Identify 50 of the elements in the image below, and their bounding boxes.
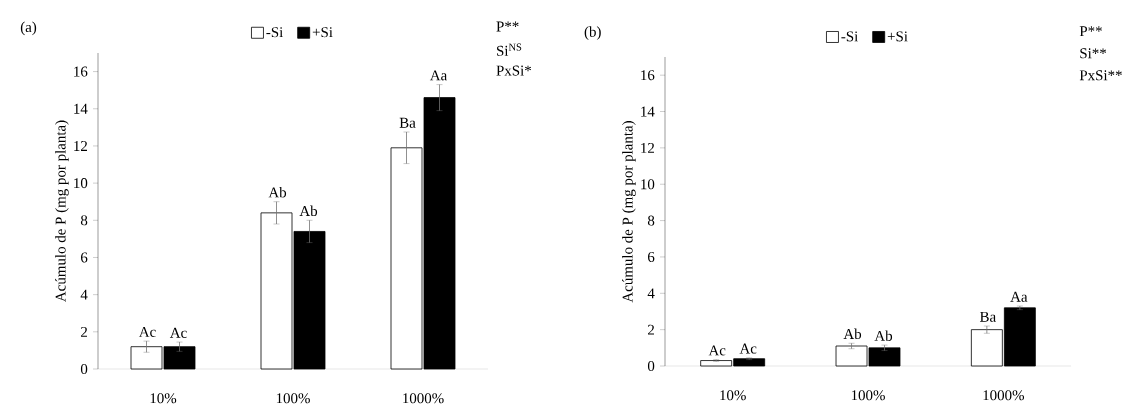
x-tick-label: 10% <box>150 393 177 404</box>
legend-label: +Si <box>887 31 908 42</box>
y-tick-label: 16 <box>74 66 88 77</box>
annotation: Ab <box>843 328 862 340</box>
y-tick-label: 8 <box>647 215 655 226</box>
text: PxSi* <box>496 65 531 76</box>
legend-label: +Si <box>312 27 333 38</box>
annotation: Ac <box>138 326 156 337</box>
x-tick-label: 1000% <box>403 393 444 404</box>
chart-title: (a) <box>20 21 37 36</box>
y-tick-label: 6 <box>648 251 655 262</box>
annotation: Ba <box>399 117 416 128</box>
y-tick-label: 10 <box>641 179 655 190</box>
annotation: Ac <box>739 343 757 354</box>
y-tick-label: 14 <box>74 103 88 114</box>
x-tick-label: 10% <box>720 390 746 401</box>
y-tick-label: 2 <box>81 326 87 337</box>
text: P** <box>496 21 519 32</box>
y-tick-label: 8 <box>80 215 88 226</box>
legend-label: -Si <box>841 31 858 42</box>
text: P** <box>1079 26 1102 37</box>
x-tick-label: 1000% <box>983 390 1025 401</box>
annotation: Ac <box>169 327 187 338</box>
y-tick-label: 12 <box>74 141 87 151</box>
annotation: Aa <box>1010 291 1028 302</box>
y-tick-label: 4 <box>80 289 88 300</box>
y-axis-title: Acúmulo de P (mg por planta) <box>622 121 636 303</box>
annotation: Ac <box>708 345 726 356</box>
annotation: Ba <box>979 311 996 322</box>
text: Si** <box>1080 48 1107 59</box>
y-tick-label: 0 <box>647 360 655 372</box>
y-tick-label: 12 <box>641 142 654 153</box>
text: PxSi** <box>1079 70 1122 81</box>
y-tick-label: 16 <box>641 70 655 81</box>
x-tick-label: 100% <box>851 390 885 401</box>
y-tick-label: 4 <box>647 288 655 299</box>
chart-title: (b) <box>584 26 601 40</box>
y-tick-label: 10 <box>74 178 88 189</box>
x-tick-label: 100% <box>276 393 310 404</box>
annotation: Ab <box>299 205 318 217</box>
annotation: Ab <box>874 330 893 341</box>
annotation: Aa <box>429 70 448 81</box>
y-tick-label: 2 <box>648 324 654 335</box>
text: Si$^{NS}$ <box>497 43 522 56</box>
y-tick-label: 0 <box>80 363 88 375</box>
y-tick-label: 14 <box>641 106 655 117</box>
legend-label: -Si <box>266 27 283 38</box>
y-tick-label: 6 <box>80 252 88 263</box>
annotation: Ab <box>268 187 287 198</box>
y-axis-title: Acúmulo de P (mg por planta) <box>55 120 69 302</box>
